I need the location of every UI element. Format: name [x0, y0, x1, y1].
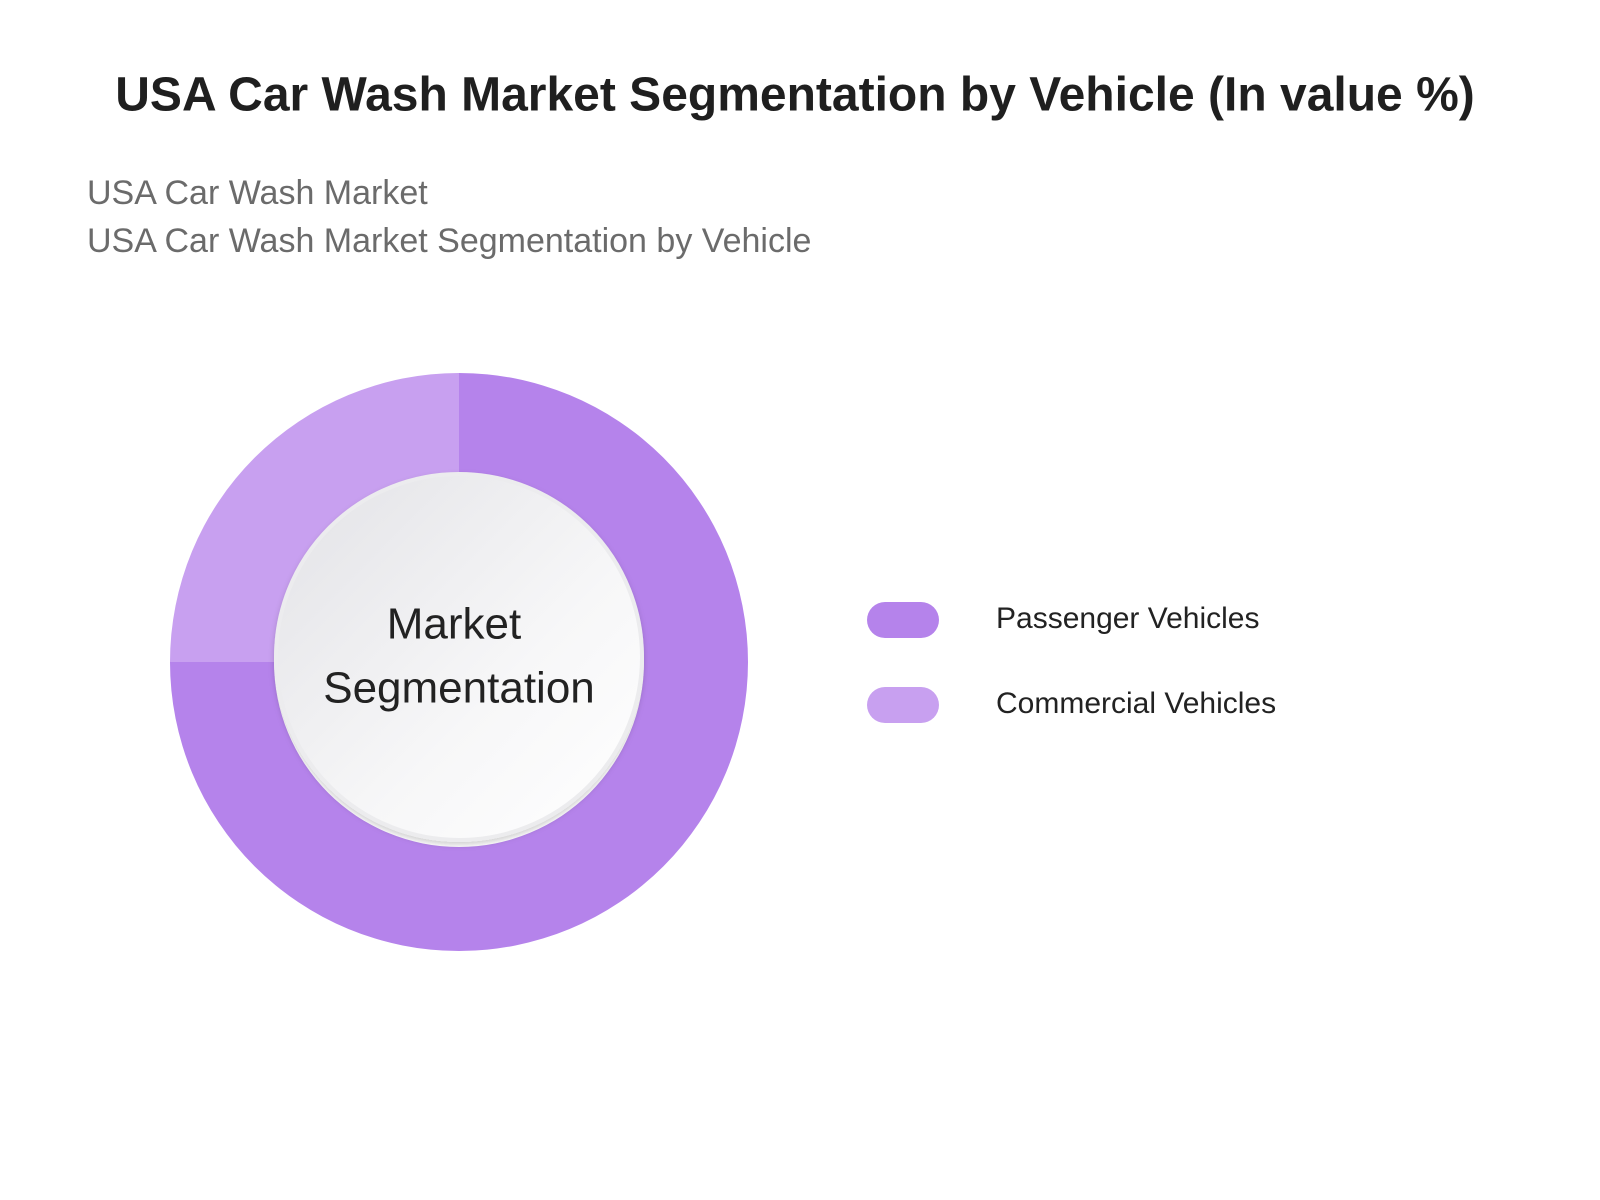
donut-hole — [274, 472, 644, 842]
donut — [170, 373, 748, 951]
subtitle: USA Car Wash Market — [87, 174, 428, 212]
slice — [170, 373, 459, 662]
legend: Passenger Vehicles Commercial Vehicles — [867, 602, 1276, 723]
legend-label: Passenger Vehicles — [996, 602, 1260, 635]
subtitle: USA Car Wash Market Segmentation by Vehi… — [87, 222, 811, 260]
center-label: Market — [387, 600, 521, 649]
center-label: Segmentation — [323, 664, 595, 713]
legend-label: Commercial Vehicles — [996, 687, 1276, 720]
chart-title: USA Car Wash Market Segmentation by Vehi… — [115, 69, 1474, 122]
legend-swatch — [867, 602, 939, 638]
slice — [170, 373, 748, 951]
legend-swatch — [867, 687, 939, 723]
